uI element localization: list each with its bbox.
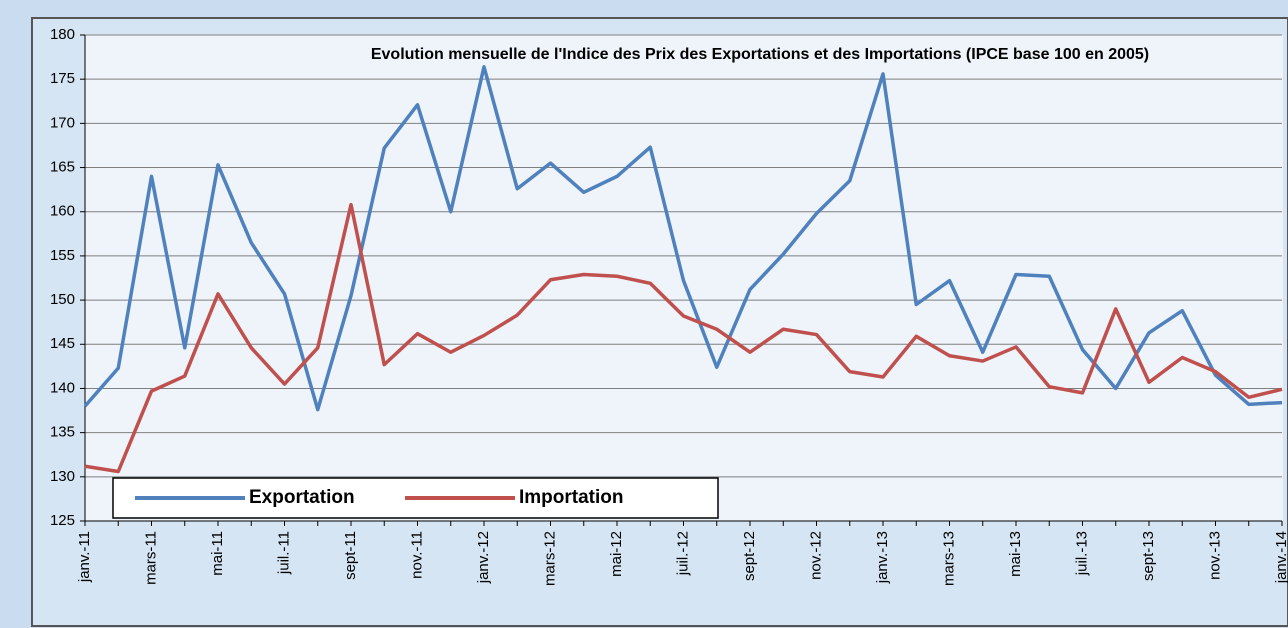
- y-tick-label: 170: [50, 114, 75, 131]
- x-tick-label: janv.-13: [874, 531, 891, 584]
- x-tick-label: mars-11: [142, 531, 159, 585]
- y-tick-label: 130: [50, 468, 75, 485]
- y-tick-label: 175: [50, 70, 75, 87]
- x-tick-label: sept-13: [1140, 531, 1157, 581]
- x-tick-label: janv.-14: [1273, 531, 1288, 584]
- x-tick-label: juil.-13: [1073, 531, 1090, 576]
- y-tick-label: 150: [50, 291, 75, 308]
- x-tick-label: mars-13: [940, 531, 957, 586]
- x-tick-label: janv.-12: [475, 531, 492, 584]
- x-tick-label: nov.-12: [807, 531, 824, 580]
- legend-label: Importation: [519, 487, 624, 508]
- y-tick-label: 155: [50, 247, 75, 264]
- y-tick-label: 145: [50, 335, 75, 352]
- y-tick-label: 160: [50, 203, 75, 220]
- legend-label: Exportation: [249, 487, 355, 508]
- y-tick-label: 180: [50, 26, 75, 43]
- x-tick-label: juil.-12: [674, 531, 691, 576]
- x-tick-label: mai-12: [608, 531, 625, 577]
- y-tick-label: 135: [50, 424, 75, 441]
- x-tick-label: mai-13: [1007, 531, 1024, 577]
- chart-title: Evolution mensuelle de l'Indice des Prix…: [370, 46, 1150, 63]
- x-tick-label: nov.-11: [408, 531, 425, 579]
- x-tick-label: juil.-11: [275, 531, 292, 575]
- y-tick-label: 140: [50, 379, 75, 396]
- x-tick-label: mars-12: [541, 531, 558, 586]
- y-tick-label: 125: [50, 512, 75, 529]
- y-tick-label: 165: [50, 159, 75, 176]
- x-tick-label: sept-11: [342, 531, 359, 580]
- x-tick-label: janv.-11: [76, 531, 93, 583]
- line-series: [84, 202, 1283, 474]
- line-series: [83, 65, 1283, 412]
- x-tick-label: sept-12: [741, 531, 758, 581]
- x-tick-label: nov.-13: [1206, 531, 1223, 580]
- x-tick-label: mai-11: [209, 531, 226, 576]
